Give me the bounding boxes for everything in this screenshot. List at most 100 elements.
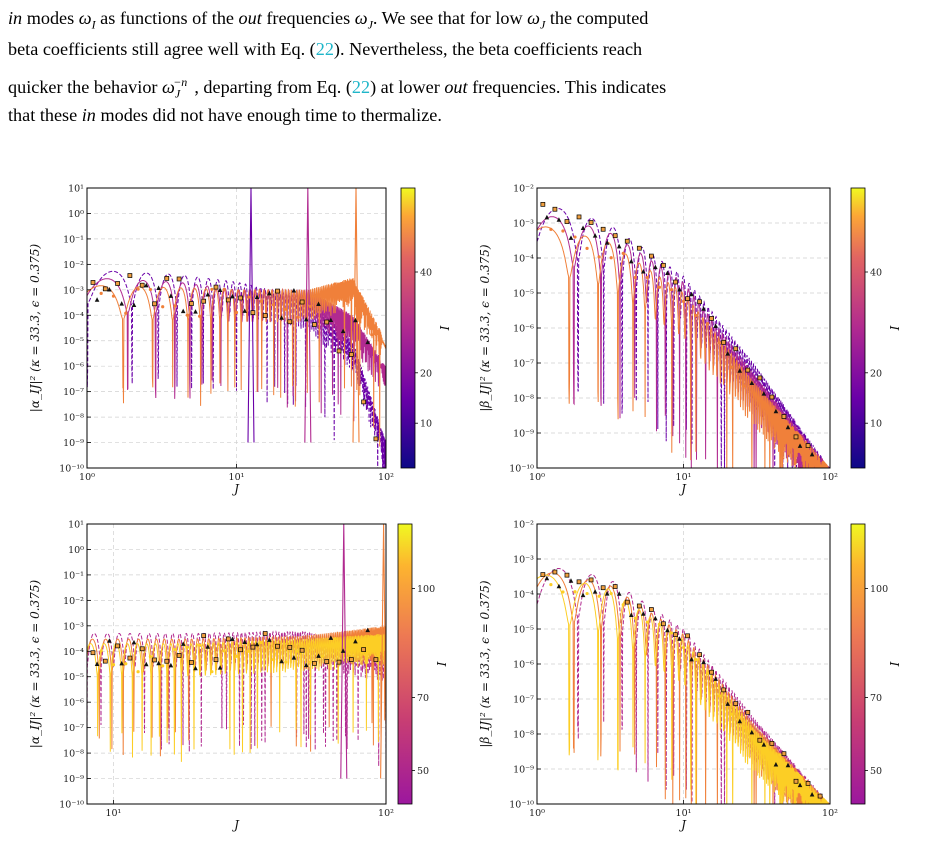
marker-triangle — [616, 243, 622, 249]
marker-square — [757, 375, 763, 381]
marker-triangle — [279, 658, 284, 664]
marker-dot — [296, 315, 300, 319]
marker-triangle — [809, 792, 815, 797]
y-tick-label: 10⁻¹⁰ — [509, 800, 534, 811]
marker-dot — [609, 591, 613, 596]
marker-dot — [802, 454, 806, 458]
marker-triangle — [291, 655, 297, 660]
marker-triangle — [94, 661, 100, 666]
resonance-peak — [340, 524, 348, 779]
y-tick-label: 10⁻³ — [63, 285, 84, 296]
marker-dot — [284, 307, 288, 311]
marker-square — [721, 687, 727, 693]
marker-dot — [161, 664, 165, 668]
marker-dot — [597, 255, 601, 259]
y-axis-label: |α_IJ|² (κ = 33.3, ϵ = 0.375) — [28, 243, 42, 412]
marker-triangle — [713, 323, 718, 328]
marker-square — [176, 653, 182, 658]
marker-triangle — [580, 225, 586, 231]
marker-dot — [718, 694, 722, 698]
marker-square — [745, 709, 751, 715]
marker-square — [600, 226, 606, 232]
marker-square — [262, 313, 268, 318]
marker-dot — [742, 384, 746, 388]
marker-triangle — [353, 317, 358, 323]
x-tick-label: 10¹ — [676, 808, 692, 819]
markers — [90, 273, 379, 442]
chart-panel-top-left: 10⁻¹⁰ 10⁻⁹ 10⁻⁸ 10⁻⁷ 10⁻⁶ 10⁻⁵ 10⁻⁴ 10⁻³ 10⁻² 10⁻… — [28, 184, 452, 497]
y-tick-label: 10⁻⁶ — [63, 362, 84, 373]
y-tick-label: 10⁻⁹ — [63, 774, 84, 785]
marker-triangle — [737, 368, 743, 373]
marker-dot — [321, 654, 325, 658]
marker-dot — [333, 637, 337, 641]
marker-triangle — [761, 391, 767, 396]
marker-dot — [790, 779, 794, 783]
marker-triangle — [665, 270, 670, 275]
y-tick-label: 10⁻⁶ — [63, 698, 84, 709]
marker-dot — [247, 649, 251, 653]
marker-dot — [549, 227, 553, 231]
marker-dot — [657, 622, 661, 626]
marker-square — [636, 603, 642, 609]
y-tick-label: 10⁻¹ — [63, 570, 84, 581]
marker-square — [721, 339, 727, 345]
marker-dot — [754, 392, 758, 396]
marker-dot — [259, 640, 263, 645]
x-tick-label: 10² — [378, 808, 394, 819]
marker-triangle — [107, 638, 112, 643]
marker-triangle — [773, 762, 779, 767]
y-tick-label: 10¹ — [68, 520, 84, 531]
marker-dot — [754, 741, 758, 745]
marker-dot — [197, 314, 202, 318]
marker-square — [361, 399, 366, 405]
marker-triangle — [365, 627, 371, 633]
x-tick-label: 10² — [822, 472, 838, 483]
marker-dot — [173, 647, 177, 652]
marker-dot — [573, 235, 577, 239]
colorbar-tick-label: 20 — [870, 368, 882, 379]
marker-triangle — [242, 308, 248, 313]
y-tick-label: 10⁻⁴ — [63, 647, 84, 658]
marker-square — [540, 201, 546, 207]
marker-triangle — [616, 591, 622, 596]
marker-dot — [693, 657, 698, 662]
y-tick-label: 10⁻³ — [63, 621, 84, 632]
y-tick-label: 10⁻⁷ — [63, 387, 84, 398]
y-tick-label: 10⁻⁷ — [513, 359, 534, 370]
marker-triangle — [725, 351, 731, 356]
marker-dot — [585, 246, 589, 250]
marker-triangle — [737, 718, 743, 724]
marker-triangle — [328, 635, 334, 640]
y-tick-label: 10⁻⁵ — [513, 289, 534, 300]
marker-dot — [345, 647, 349, 651]
marker-triangle — [193, 309, 198, 314]
x-axis-label: J — [678, 482, 687, 496]
marker-triangle — [628, 612, 634, 617]
marker-dot — [148, 654, 152, 659]
marker-dot — [259, 299, 263, 303]
marker-triangle — [677, 636, 682, 641]
citation-link[interactable]: 22 — [351, 77, 371, 98]
marker-square — [757, 737, 763, 743]
marker-square — [373, 657, 379, 663]
marker-dot — [681, 645, 686, 650]
marker-square — [336, 348, 342, 354]
marker-square — [152, 657, 157, 663]
marker-square — [312, 661, 317, 666]
marker-dot — [185, 645, 189, 650]
y-tick-label: 10⁻⁸ — [63, 413, 84, 424]
marker-triangle — [94, 297, 100, 302]
marker-triangle — [180, 308, 186, 314]
resonance-peak — [352, 188, 360, 443]
marker-square — [250, 644, 256, 650]
citation-link[interactable]: 22 — [315, 39, 334, 59]
marker-dot — [197, 643, 202, 647]
marker-square — [685, 633, 690, 639]
marker-triangle — [303, 662, 309, 668]
marker-square — [588, 577, 594, 583]
text-line-3: quicker the behavior ωJ−n, departing fro… — [8, 75, 667, 101]
marker-square — [213, 657, 219, 663]
y-tick-label: 10⁻⁷ — [513, 695, 534, 706]
marker-square — [275, 288, 280, 294]
